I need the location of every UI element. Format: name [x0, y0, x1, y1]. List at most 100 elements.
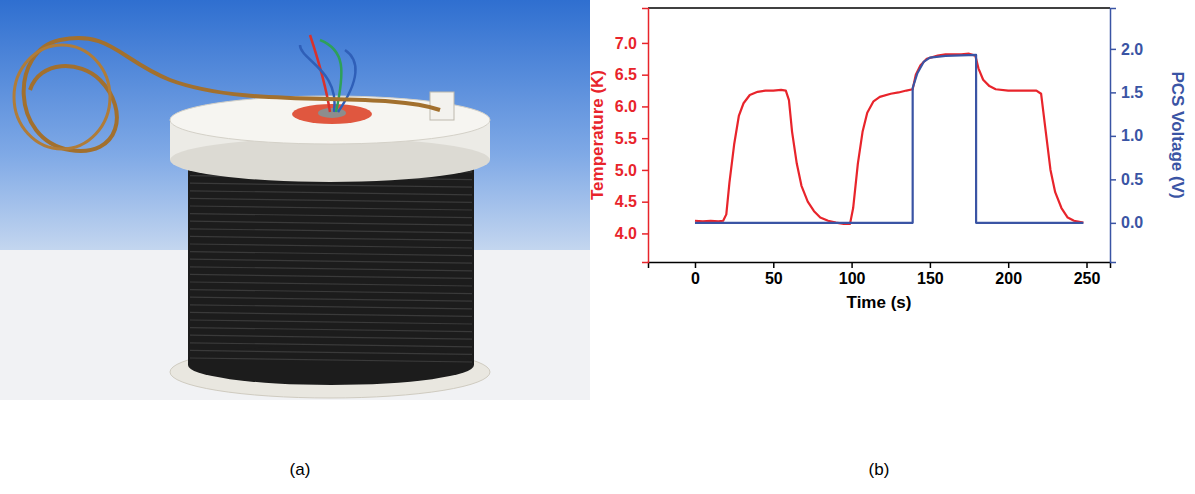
- coil-winding: [190, 335, 472, 339]
- coil-winding: [190, 290, 472, 294]
- tick-label: 0: [691, 270, 700, 287]
- panel-label: (b): [869, 460, 890, 479]
- spool-hub: [318, 108, 346, 118]
- coil-winding: [190, 259, 472, 263]
- tick: 100: [839, 262, 866, 287]
- copper-lead: [14, 45, 110, 149]
- frame: [648, 7, 1110, 9]
- coil-winding: [190, 320, 472, 324]
- tick: 150: [917, 262, 944, 287]
- coil-winding: [190, 282, 472, 286]
- tick-mark: [851, 262, 853, 268]
- photo-panel: [0, 0, 590, 400]
- tick-label: 50: [765, 270, 783, 287]
- tick-label: 0.5: [1121, 171, 1143, 188]
- tick-mark: [642, 43, 648, 45]
- tick-mark: [773, 262, 775, 268]
- tick-mark: [930, 262, 932, 268]
- tick-mark: [1008, 262, 1010, 268]
- y2-axis: 0.0 0.5 1.0 1.5 2.0: [1110, 9, 1143, 263]
- tick: 0.5: [1110, 171, 1143, 188]
- tick-label: 6.0: [615, 98, 637, 115]
- panel-label: (a): [290, 460, 311, 479]
- y-axis: 4.0 4.5 5.0 5.5 6.0 6.5 7.0: [615, 9, 649, 263]
- tick-label: 250: [1074, 270, 1101, 287]
- coil-winding: [190, 229, 472, 233]
- coil-winding: [190, 350, 472, 354]
- coil-winding: [190, 297, 472, 301]
- tick-label: 2.0: [1121, 41, 1143, 58]
- tick-mark: [1110, 49, 1116, 51]
- tick-label: 6.5: [615, 66, 637, 83]
- coil-body: [188, 345, 474, 385]
- tick-mark: [642, 233, 648, 235]
- tick-label: 5.0: [615, 162, 637, 179]
- tick: 4.0: [615, 225, 648, 242]
- tick-label: 1.5: [1121, 84, 1143, 101]
- tick-mark: [642, 106, 648, 108]
- tick-mark: [1110, 136, 1116, 138]
- tick-mark: [1086, 262, 1088, 268]
- figure: (a) 0 50 100 150 200 250 4.0 4.5 5.0 5.5 6.0 6.5 7.0 0…: [0, 0, 1195, 494]
- tick-label: 1.0: [1121, 127, 1143, 144]
- axis-line: [642, 9, 649, 263]
- spool-hub: [292, 104, 372, 124]
- tick-label: 100: [839, 270, 866, 287]
- tick-mark: [1110, 179, 1116, 181]
- series-line: [695, 54, 1083, 224]
- plot-area: [695, 54, 1083, 224]
- wire: [338, 50, 355, 112]
- tick: 6.0: [615, 98, 648, 115]
- coil-winding: [190, 328, 472, 332]
- coil-winding: [190, 343, 472, 347]
- copper-lead: [24, 38, 440, 151]
- coil-winding: [190, 183, 472, 187]
- tick-label: 4.5: [615, 193, 637, 210]
- tick-mark: [642, 74, 648, 76]
- coil-winding: [190, 236, 472, 240]
- tick: 0.0: [1110, 214, 1143, 231]
- tick-label: 200: [995, 270, 1022, 287]
- tick: 2.0: [1110, 41, 1143, 58]
- y-axis-title: Temperature (K): [588, 70, 607, 200]
- tick-mark: [642, 170, 648, 172]
- coil-winding: [190, 267, 472, 271]
- series-line: [695, 55, 1083, 223]
- tick-label: 0.0: [1121, 214, 1143, 231]
- tick-mark: [642, 138, 648, 140]
- tick-label: 7.0: [615, 35, 637, 52]
- tick: 4.5: [615, 193, 648, 210]
- coil-winding: [190, 244, 472, 248]
- x-axis-title: Time (s): [847, 293, 912, 312]
- tick: 5.0: [615, 162, 648, 179]
- coil-winding: [190, 274, 472, 278]
- tick-mark: [1110, 92, 1116, 94]
- tick: 7.0: [615, 35, 648, 52]
- spool-flange: [170, 138, 490, 182]
- y2-axis-title: PCS Voltage (V): [1168, 71, 1187, 198]
- coil-winding: [190, 214, 472, 218]
- coil-winding: [190, 221, 472, 225]
- tick: 6.5: [615, 66, 648, 83]
- terminal-block: [430, 92, 454, 120]
- tick-mark: [695, 262, 697, 268]
- tick-mark: [1110, 223, 1116, 225]
- tick: 1.0: [1110, 127, 1143, 144]
- coil-winding: [190, 312, 472, 316]
- tick-label: 4.0: [615, 225, 637, 242]
- coil-body: [188, 160, 474, 365]
- tick: 5.5: [615, 130, 648, 147]
- coil-winding: [190, 252, 472, 256]
- tick: 1.5: [1110, 84, 1143, 101]
- tick-label: 5.5: [615, 130, 637, 147]
- coil-winding: [190, 305, 472, 309]
- tick-label: 150: [917, 270, 944, 287]
- tick-mark: [642, 201, 648, 203]
- coil-winding: [190, 206, 472, 210]
- axis-line: [1111, 9, 1117, 263]
- photo-background: [0, 0, 590, 280]
- wire: [300, 45, 335, 112]
- coil-winding: [190, 358, 472, 362]
- x-axis: 0 50 100 150 200 250: [649, 262, 1111, 287]
- coil-winding: [190, 191, 472, 195]
